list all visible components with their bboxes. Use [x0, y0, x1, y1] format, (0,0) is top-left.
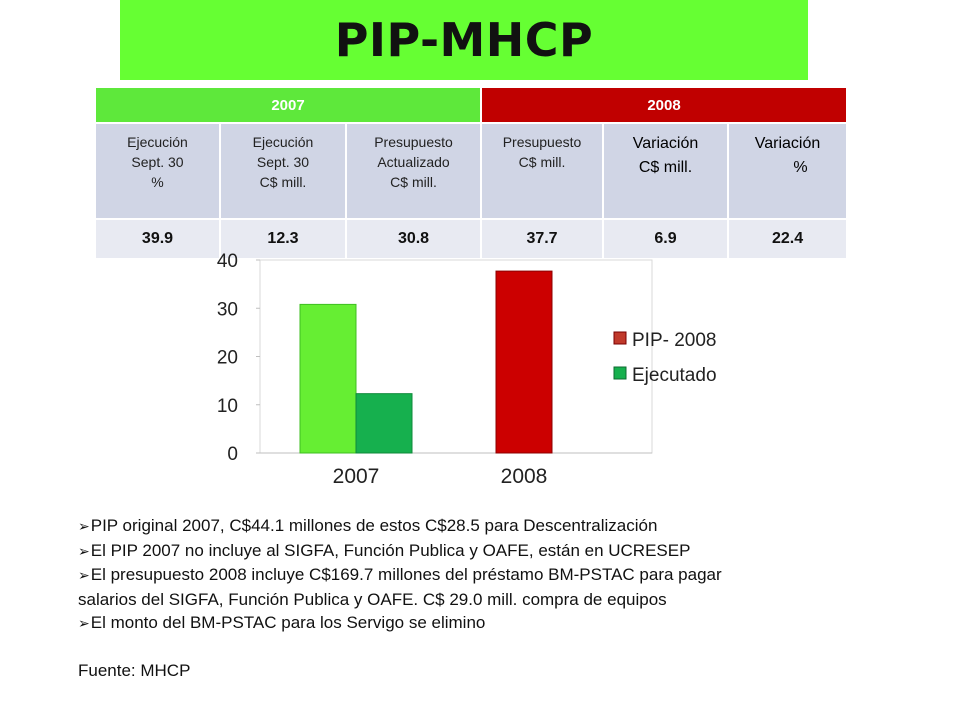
col-header-ejecucion-pct: Ejecución Sept. 30 %: [96, 123, 221, 220]
y-tick-label: 10: [217, 396, 238, 417]
note-item: ➢El presupuesto 2008 incluye C$169.7 mil…: [78, 565, 722, 584]
x-tick-label: 2008: [501, 465, 548, 488]
legend-label-pip: PIP- 2008: [632, 330, 717, 351]
page-title: PIP-MHCP: [334, 13, 594, 67]
value-cell: 39.9: [96, 219, 221, 260]
value-cell: 22.4: [728, 219, 849, 260]
value-cell: 6.9: [603, 219, 730, 260]
col-header-ejecucion-mill: Ejecución Sept. 30 C$ mill.: [220, 123, 347, 220]
legend-swatch-pip: [613, 331, 627, 345]
note-continuation: salarios del SIGFA, Función Publica y OA…: [78, 589, 667, 609]
col-header-variacion-mill: Variación C$ mill.: [603, 123, 730, 220]
bar-chart: 0 10 20 30 40 2007 2008 PIP- 2008 Ejecutado: [217, 251, 717, 488]
values-row: 39.9 12.3 30.8 37.7 6.9 22.4: [96, 219, 849, 260]
note-item: ➢El monto del BM-PSTAC para los Servigo …: [78, 613, 486, 632]
value-cell: 12.3: [220, 219, 347, 260]
note-item: ➢PIP original 2007, C$44.1 millones de e…: [78, 516, 658, 535]
bar-2007-executed: [355, 393, 413, 454]
y-tick-label: 20: [217, 348, 238, 369]
notes-block: ➢PIP original 2007, C$44.1 millones de e…: [78, 514, 938, 682]
value-cell: 30.8: [346, 219, 483, 260]
arrow-bullet-icon: ➢: [78, 542, 90, 559]
note-item: ➢El PIP 2007 no incluye al SIGFA, Funció…: [78, 540, 691, 560]
col-header-presupuesto-actualizado: Presupuesto Actualizado C$ mill.: [346, 123, 483, 220]
title-banner: PIP-MHCP: [120, 0, 808, 80]
year-header-row: 2007 2008: [96, 88, 849, 124]
year-header-2007: 2007: [96, 88, 483, 124]
x-tick-label: 2007: [333, 465, 380, 488]
source-note: Fuente: MHCP: [78, 660, 191, 680]
arrow-bullet-icon: ➢: [78, 518, 90, 534]
bar-2007-budget: [299, 303, 357, 454]
value-cell: 37.7: [481, 219, 605, 260]
y-tick-label: 0: [227, 444, 238, 465]
col-header-variacion-pct: Variación %: [728, 123, 849, 220]
arrow-bullet-icon: ➢: [78, 567, 90, 583]
y-tick-label: 30: [217, 299, 238, 320]
budget-table: 2007 2008 Ejecución Sept. 30 % Ejecución…: [96, 88, 849, 260]
arrow-bullet-icon: ➢: [78, 615, 90, 631]
legend-label-executed: Ejecutado: [632, 365, 717, 386]
bar-2008-budget: [495, 270, 553, 454]
legend-swatch-executed: [613, 366, 627, 380]
year-header-2008: 2008: [481, 88, 849, 124]
col-header-presupuesto-2008: Presupuesto C$ mill.: [481, 123, 605, 220]
y-tick-label: 40: [217, 251, 238, 272]
column-header-row: Ejecución Sept. 30 % Ejecución Sept. 30 …: [96, 123, 849, 220]
